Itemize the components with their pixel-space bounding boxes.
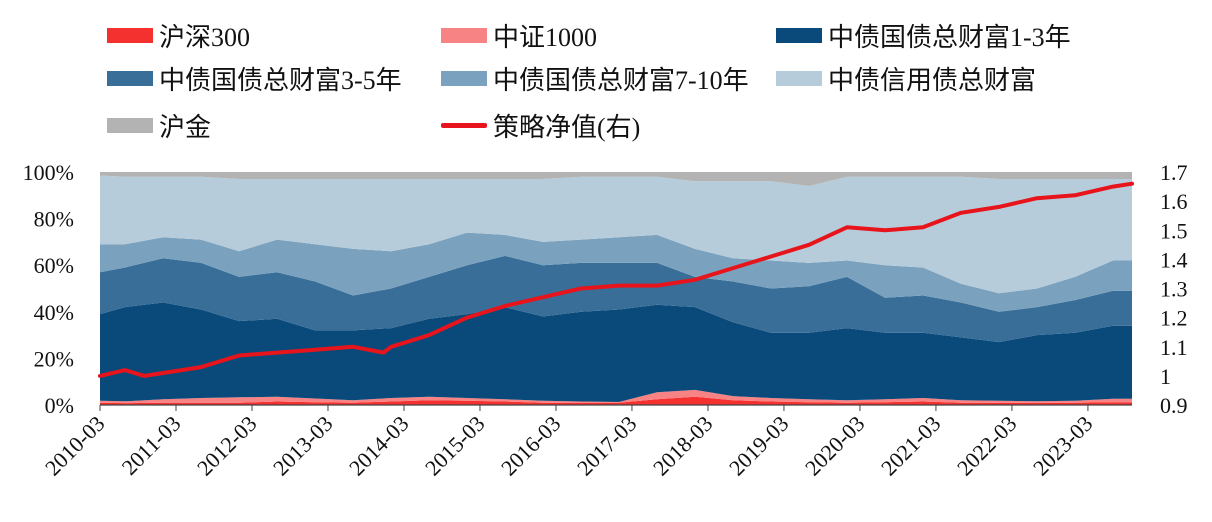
area-series-4 (100, 232, 1132, 312)
y-right-tick-label: 1.5 (1160, 218, 1188, 243)
legend-label-gov-3-5y: 中债国债总财富3-5年 (159, 65, 402, 95)
legend-swatch-gov-1-3y (776, 27, 822, 43)
area-series-3 (100, 255, 1132, 343)
y-right-tick-label: 1.7 (1160, 160, 1188, 185)
x-tick-label: 2012-03 (192, 411, 262, 481)
x-tick-label: 2013-03 (268, 411, 338, 481)
y-right-tick-label: 1 (1160, 364, 1171, 389)
legend-item-hs300[interactable]: 沪深300 (107, 21, 250, 52)
legend-item-gold[interactable]: 沪金 (107, 111, 211, 142)
y-left-tick-label: 0% (45, 393, 74, 418)
legend-item-strategy-nav[interactable]: 策略净值(右) (441, 111, 640, 142)
x-tick-label: 2015-03 (420, 411, 490, 481)
x-tick-label: 2014-03 (344, 411, 414, 481)
area-series-2 (100, 302, 1132, 402)
legend-label-csi1000: 中证1000 (493, 22, 598, 52)
area-series-6 (100, 172, 1132, 186)
x-tick-label: 2018-03 (648, 411, 718, 481)
legend-item-credit[interactable]: 中债信用债总财富 (776, 64, 1036, 95)
y-left-tick-label: 20% (34, 346, 74, 371)
y-left-tick-label: 80% (34, 207, 74, 232)
strategy-nav-layer (98, 181, 1134, 378)
legend-swatch-gov-3-5y (107, 70, 153, 86)
y-right-tick-label: 1.2 (1160, 306, 1188, 331)
x-tick-label: 2022-03 (952, 411, 1022, 481)
x-tick-label: 2019-03 (724, 411, 794, 481)
y-right-tick-label: 1.3 (1160, 277, 1188, 302)
legend-swatch-strategy-nav (441, 122, 487, 128)
y-left-tick-label: 100% (23, 160, 74, 185)
strategy-nav-line (98, 181, 1134, 378)
y-left-tick-label: 40% (34, 300, 74, 325)
area-series-5 (100, 175, 1132, 294)
x-tick-label: 2010-03 (40, 411, 110, 481)
area-layers (100, 172, 1132, 405)
legend-item-gov-7-10y[interactable]: 中债国债总财富7-10年 (441, 64, 749, 95)
area-series-0 (100, 396, 1132, 405)
x-tick-label: 2011-03 (117, 411, 186, 480)
y-right-tick-label: 1.4 (1160, 247, 1188, 272)
area-series-1 (100, 389, 1132, 404)
legend-item-csi1000[interactable]: 中证1000 (441, 21, 597, 52)
legend-item-gov-1-3y[interactable]: 中债国债总财富1-3年 (776, 21, 1071, 52)
legend-swatch-gov-7-10y (441, 70, 487, 86)
x-tick-label: 2016-03 (496, 411, 566, 481)
legend-label-strategy-nav: 策略净值(右) (493, 112, 641, 142)
legend-label-gold: 沪金 (159, 112, 212, 142)
legend-label-gov-1-3y: 中债国债总财富1-3年 (828, 22, 1071, 52)
legend-swatch-credit (776, 70, 822, 86)
y-right-tick-label: 0.9 (1160, 393, 1188, 418)
legend-item-gov-3-5y[interactable]: 中债国债总财富3-5年 (107, 64, 402, 95)
x-tick-label: 2021-03 (876, 411, 946, 481)
legend-label-hs300: 沪深300 (159, 22, 251, 52)
legend-label-gov-7-10y: 中债国债总财富7-10年 (493, 65, 749, 95)
y-left-tick-label: 60% (34, 253, 74, 278)
legend-swatch-gold (107, 117, 153, 133)
legend-swatch-csi1000 (441, 27, 487, 43)
y-right-tick-label: 1.6 (1160, 189, 1188, 214)
x-tick-label: 2020-03 (800, 411, 870, 481)
x-tick-label: 2023-03 (1028, 411, 1098, 481)
x-tick-label: 2017-03 (572, 411, 642, 481)
legend-label-credit: 中债信用债总财富 (828, 65, 1037, 95)
y-right-tick-label: 1.1 (1160, 335, 1188, 360)
legend-swatch-hs300 (107, 27, 153, 43)
